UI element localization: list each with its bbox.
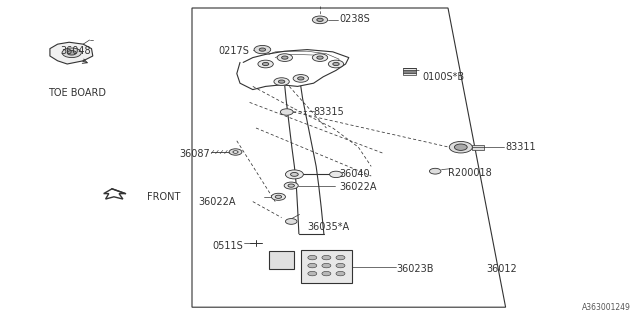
Circle shape — [259, 48, 266, 51]
Circle shape — [429, 168, 441, 174]
Circle shape — [258, 60, 273, 68]
Circle shape — [277, 54, 292, 61]
Circle shape — [317, 56, 323, 59]
Circle shape — [333, 62, 339, 66]
Circle shape — [229, 149, 242, 155]
Circle shape — [330, 171, 342, 178]
Circle shape — [262, 62, 269, 66]
Circle shape — [322, 263, 331, 268]
Circle shape — [308, 255, 317, 260]
Bar — [403, 68, 416, 75]
Polygon shape — [50, 42, 93, 64]
Circle shape — [308, 271, 317, 276]
Circle shape — [284, 182, 298, 189]
Circle shape — [336, 255, 345, 260]
Bar — [472, 145, 484, 150]
Circle shape — [278, 80, 285, 83]
Circle shape — [291, 172, 298, 176]
Circle shape — [317, 18, 323, 21]
Circle shape — [293, 75, 308, 82]
Circle shape — [254, 45, 271, 54]
Circle shape — [233, 151, 238, 153]
Circle shape — [449, 141, 472, 153]
Circle shape — [275, 195, 282, 198]
Circle shape — [312, 16, 328, 24]
Circle shape — [280, 109, 293, 115]
Circle shape — [308, 263, 317, 268]
Circle shape — [298, 77, 304, 80]
Text: R200018: R200018 — [448, 168, 492, 178]
Circle shape — [328, 60, 344, 68]
Text: 0511S: 0511S — [212, 241, 243, 252]
Circle shape — [322, 255, 331, 260]
Text: 83315: 83315 — [314, 107, 344, 117]
Circle shape — [67, 51, 76, 55]
Text: 36035*A: 36035*A — [307, 222, 349, 232]
Circle shape — [288, 184, 294, 187]
Circle shape — [274, 78, 289, 85]
Text: 36023B: 36023B — [397, 264, 435, 274]
Text: 36022A: 36022A — [198, 196, 236, 207]
Circle shape — [336, 271, 345, 276]
Text: TOE BOARD: TOE BOARD — [48, 88, 106, 98]
Text: 0100S*B: 0100S*B — [422, 72, 465, 82]
Text: 36040: 36040 — [339, 169, 370, 180]
Text: A363001249: A363001249 — [582, 303, 630, 312]
Polygon shape — [269, 251, 294, 269]
Text: 0217S: 0217S — [219, 46, 250, 56]
Circle shape — [285, 170, 303, 179]
Text: 0238S: 0238S — [339, 14, 370, 24]
Circle shape — [454, 144, 467, 150]
Circle shape — [271, 193, 285, 200]
Circle shape — [62, 48, 81, 58]
Text: 36022A: 36022A — [339, 182, 377, 192]
Text: 36012: 36012 — [486, 264, 517, 274]
Text: 36048: 36048 — [61, 46, 92, 56]
Circle shape — [336, 263, 345, 268]
Text: 83311: 83311 — [506, 142, 536, 152]
Polygon shape — [104, 189, 125, 199]
Circle shape — [282, 56, 288, 59]
Circle shape — [322, 271, 331, 276]
Text: 36087: 36087 — [179, 148, 210, 159]
Text: FRONT: FRONT — [147, 192, 180, 202]
Polygon shape — [301, 250, 352, 283]
Circle shape — [312, 54, 328, 61]
Circle shape — [285, 219, 297, 224]
